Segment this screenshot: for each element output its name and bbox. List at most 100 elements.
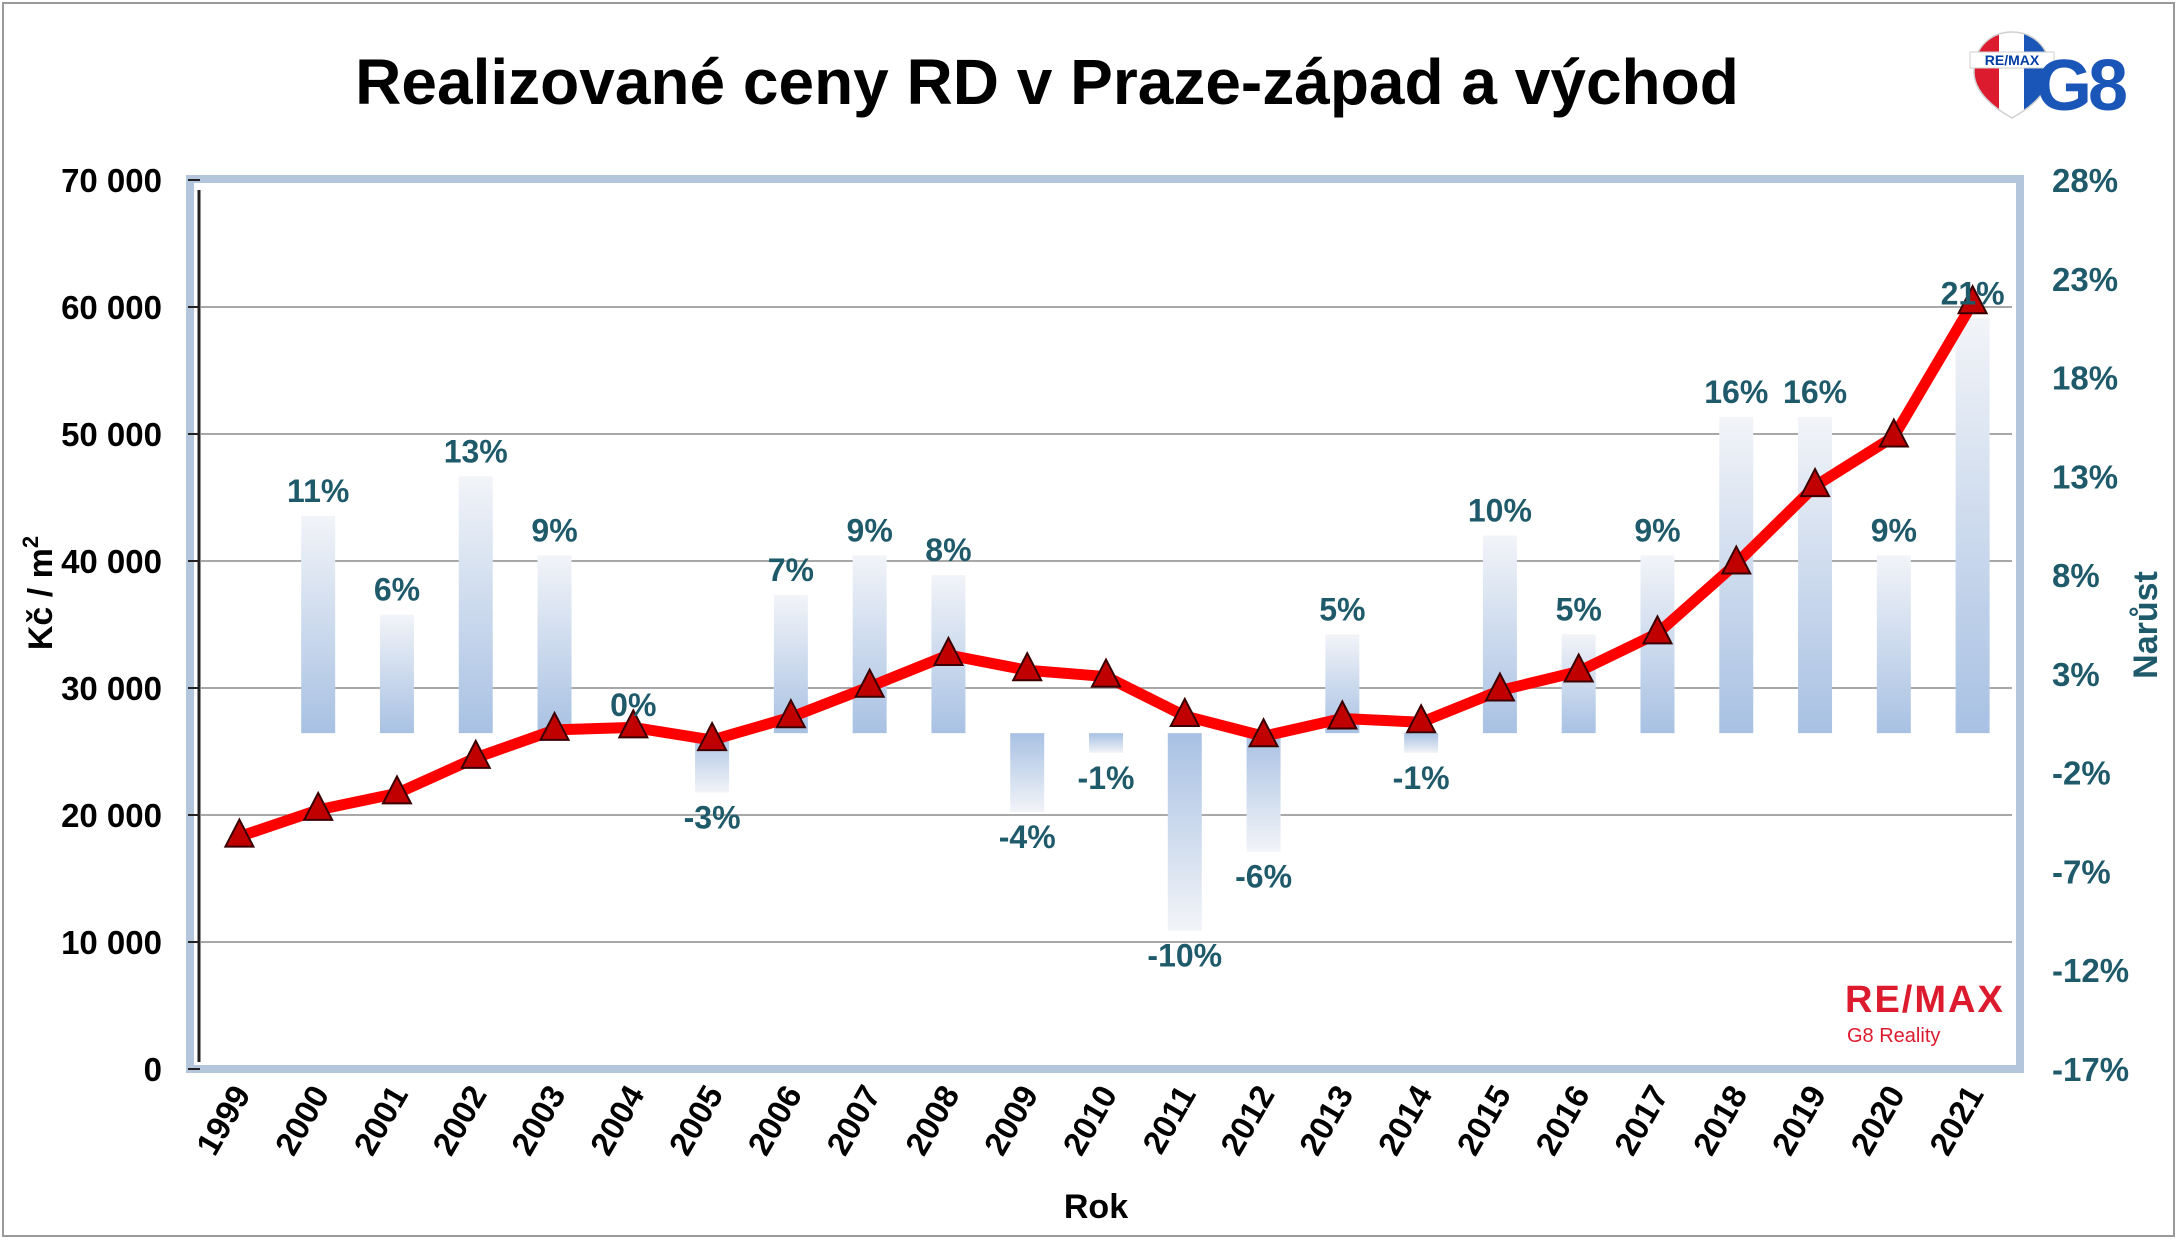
remax-g8-logo: RE/MAX G8 xyxy=(1969,31,2130,126)
growth-bars xyxy=(301,318,1990,931)
y2-tick-label: 28% xyxy=(2052,162,2118,199)
x-tick-label: 2019 xyxy=(1764,1079,1833,1161)
price-point-marker xyxy=(1720,544,1752,575)
y-tick-label: 50 000 xyxy=(61,416,162,453)
x-tick-label: 2006 xyxy=(740,1079,809,1161)
y2-tick-label: -2% xyxy=(2052,755,2111,792)
x-tick-label: 2009 xyxy=(977,1079,1046,1161)
x-tick-label: 2016 xyxy=(1528,1079,1597,1161)
x-tick-label: 2003 xyxy=(504,1079,573,1161)
x-tick-label: 2018 xyxy=(1686,1079,1755,1161)
growth-bar xyxy=(1010,733,1045,813)
x-tick-label: 2014 xyxy=(1370,1078,1439,1161)
growth-label: 16% xyxy=(1704,374,1768,410)
y2-tick-label: 3% xyxy=(2052,656,2100,693)
growth-label: 11% xyxy=(287,473,349,509)
price-point-marker xyxy=(1878,417,1910,448)
growth-label: 8% xyxy=(925,532,971,568)
price-point-marker xyxy=(1011,651,1043,682)
price-point-marker xyxy=(617,708,649,739)
growth-label: 5% xyxy=(1556,591,1602,627)
y-tick-label: 40 000 xyxy=(61,543,162,580)
growth-label: 10% xyxy=(1468,493,1532,529)
x-tick-label: 2001 xyxy=(346,1079,415,1161)
price-point-marker xyxy=(1405,703,1437,734)
growth-label: 5% xyxy=(1319,591,1365,627)
x-axis-ticks: 1999 2000 2001 2002 2003 2004 2005 2006 2007 2008… xyxy=(189,1078,1991,1161)
x-tick-label: 2008 xyxy=(898,1079,967,1161)
brand-remax-text: RE/MAX xyxy=(1845,979,2005,1021)
x-tick-label: 2000 xyxy=(267,1079,336,1161)
x-tick-label: 2017 xyxy=(1607,1079,1676,1161)
price-point-marker xyxy=(932,635,965,666)
plot-area-border xyxy=(186,175,2024,1073)
chart-title: Realizované ceny RD v Praze-západ a vých… xyxy=(355,46,1739,118)
y2-tick-label: -17% xyxy=(2052,1051,2129,1088)
x-tick-label: 2005 xyxy=(661,1079,730,1161)
x-axis-label: Rok xyxy=(1064,1188,1128,1226)
growth-bar xyxy=(301,515,336,734)
growth-bar xyxy=(1876,555,1911,734)
growth-label: -3% xyxy=(684,799,741,835)
growth-label: 9% xyxy=(531,512,577,548)
y2-tick-label: 8% xyxy=(2052,557,2100,594)
growth-label: 9% xyxy=(847,512,893,548)
x-tick-label: 1999 xyxy=(189,1079,258,1161)
growth-label: -6% xyxy=(1235,859,1292,895)
growth-bar xyxy=(1798,417,1833,734)
y-tick-label: 10 000 xyxy=(61,924,162,961)
y2-tick-label: -7% xyxy=(2052,853,2111,890)
price-point-marker xyxy=(1799,466,1831,498)
logo-badge-text: RE/MAX xyxy=(1985,52,2040,68)
growth-bar xyxy=(1404,733,1439,753)
growth-label: 6% xyxy=(374,572,420,608)
growth-label: -10% xyxy=(1147,938,1222,974)
x-tick-label: 2015 xyxy=(1449,1079,1518,1161)
growth-bar xyxy=(1167,733,1202,931)
price-point-marker xyxy=(538,710,571,741)
growth-bar xyxy=(1482,535,1517,734)
growth-bar xyxy=(852,555,887,734)
price-point-marker xyxy=(381,774,413,805)
balloon-band xyxy=(1969,51,2055,69)
y-tick-label: 70 000 xyxy=(61,162,162,199)
growth-label: -4% xyxy=(999,819,1056,855)
svg-text:Kč / m2: Kč / m2 xyxy=(18,536,60,650)
grid-lines xyxy=(188,179,2012,1070)
growth-bar xyxy=(1955,318,1990,734)
logo-g8-text: G8 xyxy=(2036,46,2126,126)
y-tick-label: 20 000 xyxy=(61,797,162,834)
price-point-marker xyxy=(223,817,256,848)
price-point-marker xyxy=(1641,614,1674,645)
price-point-marker xyxy=(1090,657,1122,688)
remax-brand-mark: RE/MAX G8 Reality xyxy=(1845,979,2005,1047)
y-tick-label: 60 000 xyxy=(61,289,162,326)
y-axis-label-superscript: 2 xyxy=(18,536,43,548)
y-tick-label: 0 xyxy=(144,1051,162,1088)
price-point-marker xyxy=(1326,699,1358,730)
price-point-marker xyxy=(854,667,886,698)
x-tick-label: 2004 xyxy=(583,1078,652,1161)
brand-g8-reality-text: G8 Reality xyxy=(1847,1025,1940,1047)
price-point-marker xyxy=(302,790,334,821)
growth-bar xyxy=(1246,733,1281,852)
x-tick-label: 2002 xyxy=(425,1079,494,1161)
price-point-marker xyxy=(1169,696,1201,727)
price-point-marker xyxy=(1247,717,1280,748)
y-axis-label-text: Kč / m xyxy=(22,548,60,650)
y2-tick-label: 18% xyxy=(2052,360,2118,397)
price-point-marker xyxy=(1956,284,1989,315)
x-tick-label: 2010 xyxy=(1055,1079,1124,1161)
price-point-marker xyxy=(460,738,492,769)
growth-label: 13% xyxy=(444,433,508,469)
growth-bar xyxy=(537,555,572,734)
growth-bar xyxy=(379,614,414,734)
y2-tick-label: -12% xyxy=(2052,952,2129,989)
growth-bar xyxy=(1561,634,1596,734)
growth-label: -1% xyxy=(1393,760,1450,796)
x-tick-label: 2007 xyxy=(819,1079,888,1161)
growth-bar xyxy=(458,476,493,734)
growth-label: 7% xyxy=(768,552,814,588)
growth-label: 21% xyxy=(1941,275,2005,311)
x-tick-label: 2021 xyxy=(1922,1079,1991,1161)
